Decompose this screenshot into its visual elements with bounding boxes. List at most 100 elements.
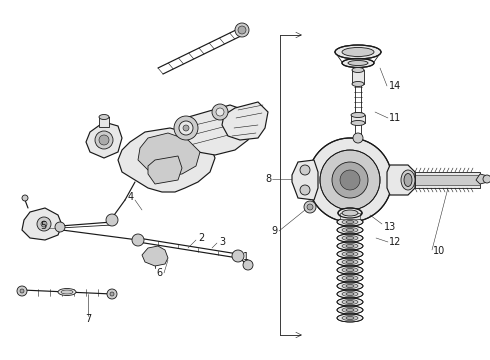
Ellipse shape [337,314,363,322]
Circle shape [308,138,392,222]
Ellipse shape [346,316,354,320]
Text: 2: 2 [198,233,204,243]
Ellipse shape [346,269,354,271]
Ellipse shape [342,307,358,312]
Bar [351,115,365,123]
Ellipse shape [337,250,363,258]
Polygon shape [182,105,255,155]
Text: 12: 12 [389,237,401,247]
Text: 10: 10 [433,246,445,256]
Bar [415,175,480,185]
Circle shape [55,222,65,232]
Ellipse shape [346,244,354,248]
Ellipse shape [346,252,354,256]
Bar [352,70,364,84]
Ellipse shape [337,290,363,298]
Text: 1: 1 [243,252,249,262]
Ellipse shape [337,266,363,274]
Circle shape [95,131,113,149]
Ellipse shape [337,226,363,234]
Ellipse shape [342,284,358,288]
Ellipse shape [346,261,354,264]
Circle shape [304,201,316,213]
Ellipse shape [338,208,362,218]
Ellipse shape [352,68,364,72]
Ellipse shape [337,298,363,306]
Ellipse shape [346,276,354,279]
Circle shape [300,185,310,195]
Circle shape [22,195,28,201]
Text: 4: 4 [128,192,134,202]
Ellipse shape [342,292,358,297]
Ellipse shape [346,237,354,239]
Text: 7: 7 [85,314,91,324]
Polygon shape [22,208,62,240]
Circle shape [37,217,51,231]
Circle shape [20,289,24,293]
Text: 13: 13 [384,222,396,232]
Circle shape [132,234,144,246]
Polygon shape [118,128,215,192]
Polygon shape [222,102,268,140]
Ellipse shape [337,282,363,290]
Circle shape [17,286,27,296]
Ellipse shape [351,113,365,117]
Circle shape [232,250,244,262]
Circle shape [110,292,114,296]
Ellipse shape [401,170,415,190]
Circle shape [107,289,117,299]
Text: 14: 14 [389,81,401,91]
Circle shape [235,23,249,37]
Ellipse shape [348,60,368,66]
Text: 3: 3 [219,237,225,247]
Polygon shape [138,133,200,176]
Circle shape [212,104,228,120]
Ellipse shape [342,267,358,273]
Circle shape [300,165,310,175]
Polygon shape [86,122,122,158]
Circle shape [179,121,193,135]
Text: 11: 11 [389,113,401,123]
Bar [415,172,480,188]
Ellipse shape [337,258,363,266]
Text: 5: 5 [40,221,46,231]
Ellipse shape [342,228,358,233]
Ellipse shape [351,121,365,126]
Bar [340,213,360,219]
Polygon shape [476,174,488,184]
Ellipse shape [342,275,358,280]
Ellipse shape [342,59,374,68]
Ellipse shape [346,301,354,303]
Ellipse shape [352,81,364,86]
Ellipse shape [58,288,76,296]
Ellipse shape [342,260,358,265]
Ellipse shape [337,234,363,242]
Ellipse shape [346,284,354,288]
Text: 6: 6 [156,268,162,278]
Ellipse shape [346,220,354,224]
Polygon shape [292,160,318,200]
Ellipse shape [346,292,354,296]
Ellipse shape [342,243,358,248]
Ellipse shape [337,218,363,226]
Polygon shape [148,156,182,184]
Ellipse shape [404,174,412,186]
Circle shape [106,214,118,226]
Circle shape [483,175,490,183]
Ellipse shape [61,290,73,294]
Circle shape [238,26,246,34]
Ellipse shape [342,300,358,305]
Ellipse shape [337,274,363,282]
Circle shape [174,116,198,140]
Ellipse shape [342,315,358,320]
Circle shape [332,162,368,198]
Ellipse shape [99,114,109,120]
Circle shape [216,108,224,116]
Circle shape [183,125,189,131]
Ellipse shape [342,210,358,216]
Ellipse shape [342,235,358,240]
Circle shape [41,221,47,227]
Circle shape [99,135,109,145]
Bar [99,117,109,127]
Circle shape [340,170,360,190]
